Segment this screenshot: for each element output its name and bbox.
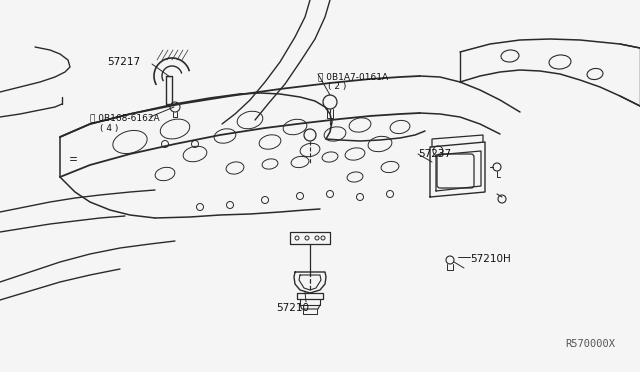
Text: Ⓑ 0B168-6162A: Ⓑ 0B168-6162A xyxy=(90,113,159,122)
Text: ( 2 ): ( 2 ) xyxy=(328,83,346,92)
Text: R570000X: R570000X xyxy=(565,339,615,349)
Text: Ⓑ 0B1A7-0161A: Ⓑ 0B1A7-0161A xyxy=(318,73,388,81)
Text: ( 4 ): ( 4 ) xyxy=(100,124,118,132)
Text: 57210: 57210 xyxy=(276,303,309,313)
Text: 57217: 57217 xyxy=(107,57,140,67)
Text: 57210H: 57210H xyxy=(470,254,511,264)
Text: 57237: 57237 xyxy=(418,149,451,159)
